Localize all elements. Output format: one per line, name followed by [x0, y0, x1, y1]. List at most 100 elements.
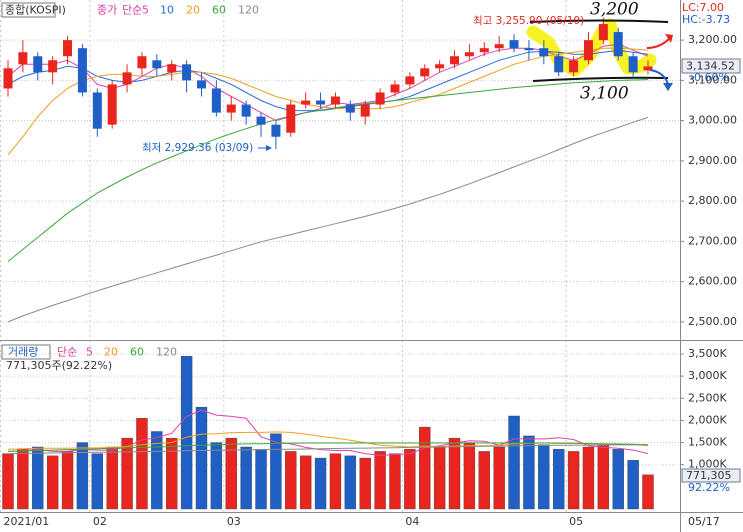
volume-average	[7, 442, 649, 452]
y-tick-label: 3,100.00	[688, 73, 737, 86]
moving-average	[7, 116, 649, 323]
plot-layer	[2, 17, 654, 510]
last-value: 3,134.52	[686, 60, 735, 73]
x-tick-label: 03	[227, 515, 241, 528]
candle-body	[524, 48, 534, 51]
candle-body	[598, 24, 608, 41]
blue-arrow	[649, 69, 669, 85]
candle-body	[509, 40, 519, 49]
low-annotation: 최저 2,929.36 (03/09)	[142, 142, 253, 154]
volume-value-box	[681, 468, 741, 483]
high-annotation: 최고 3,255.90 (05/10)	[473, 15, 584, 27]
volume-bar	[136, 417, 148, 510]
volume-bar	[46, 455, 59, 510]
volume-bar	[538, 444, 550, 510]
candle-body	[48, 60, 58, 73]
volume-bar	[627, 460, 639, 510]
x-tick-label: 02	[93, 515, 107, 528]
y-tick-label: 2,900.00	[688, 154, 737, 167]
volume-bar	[106, 446, 118, 510]
candle-body	[390, 84, 400, 93]
volume-bar	[493, 446, 505, 510]
legend-entry: 5	[86, 346, 93, 359]
volume-bar	[314, 457, 327, 510]
chart-title: 종합(KOSPI)	[5, 4, 66, 17]
moving-average	[7, 47, 649, 156]
volume-bar	[508, 415, 520, 510]
volume-bar	[166, 437, 178, 510]
y-tick-label: 2,800.00	[688, 194, 737, 207]
candle-body	[107, 84, 117, 125]
y-tick-label: 3,000K	[688, 369, 727, 382]
volume-bar	[523, 435, 535, 510]
candle-body	[405, 76, 415, 85]
volume-bar	[389, 453, 401, 510]
volume-bar	[61, 451, 74, 510]
y-tick-label: 2,600.00	[688, 275, 737, 288]
legend-prefix: 단순	[57, 346, 77, 359]
volume-bar	[255, 449, 267, 510]
candle-body	[211, 88, 221, 113]
candle-body	[286, 104, 296, 133]
lc-label: LC:7.00	[682, 1, 724, 14]
candle-body	[241, 104, 251, 117]
candle-body	[77, 48, 87, 93]
grid-layer	[0, 0, 684, 512]
volume-bar	[463, 442, 476, 510]
x-tick-label: 2021/01	[4, 515, 50, 528]
candle-body	[375, 92, 385, 105]
volume-last-value: 771,305	[686, 469, 732, 482]
volume-bar	[359, 457, 371, 510]
drawn-line	[532, 76, 669, 82]
legend-entry: 10	[160, 4, 174, 17]
volume-bar	[552, 449, 565, 510]
candle-body	[330, 96, 340, 105]
candle-body	[167, 64, 177, 73]
volume-bar	[299, 455, 312, 510]
legend-entry: 5	[142, 4, 149, 17]
y-tick-label: 3,200.00	[688, 33, 737, 46]
y-tick-label: 3,000.00	[688, 114, 737, 127]
legend-prefix: 단순	[122, 4, 142, 17]
y-tick-label: 2,700.00	[688, 234, 737, 247]
hc-label: HC:-3.73	[682, 13, 730, 26]
candle-body	[301, 100, 311, 105]
last-date: 05/17	[688, 515, 720, 528]
volume-bar	[419, 426, 431, 510]
candle-body	[494, 44, 504, 49]
candle-body	[554, 56, 564, 73]
candle-body	[196, 80, 206, 89]
handwritten-label: 3,100	[580, 84, 629, 104]
candle-body	[613, 32, 623, 57]
title-box	[1, 2, 56, 18]
candle-body	[92, 92, 102, 129]
volume-bar	[91, 453, 104, 510]
candle-body	[152, 60, 162, 69]
volume-bar	[597, 444, 610, 510]
change-label: -0.60%	[690, 71, 729, 84]
candle-body	[122, 72, 132, 85]
volume-bar	[478, 451, 490, 510]
volume-bar	[582, 446, 595, 510]
candle-body	[643, 66, 653, 71]
legend-entry: 120	[238, 4, 259, 17]
volume-bar	[285, 451, 297, 510]
red-arrow-head	[665, 34, 673, 43]
candle-body	[137, 56, 147, 69]
candle-body	[345, 104, 355, 113]
candle-body	[435, 64, 445, 69]
volume-average	[7, 444, 649, 455]
volume-average	[7, 409, 649, 456]
volume-ratio: 92.22%	[688, 481, 730, 494]
legend-entry: 60	[212, 4, 226, 17]
volume-bar	[32, 446, 44, 510]
volume-bar	[612, 449, 624, 510]
candle-body	[464, 52, 474, 57]
y-tick-label: 2,000K	[688, 413, 727, 426]
candle-body	[63, 40, 73, 57]
candle-body	[18, 52, 28, 65]
volume-bar	[374, 451, 386, 510]
candle-body	[583, 40, 593, 61]
y-tick-label: 3,500K	[688, 347, 727, 360]
